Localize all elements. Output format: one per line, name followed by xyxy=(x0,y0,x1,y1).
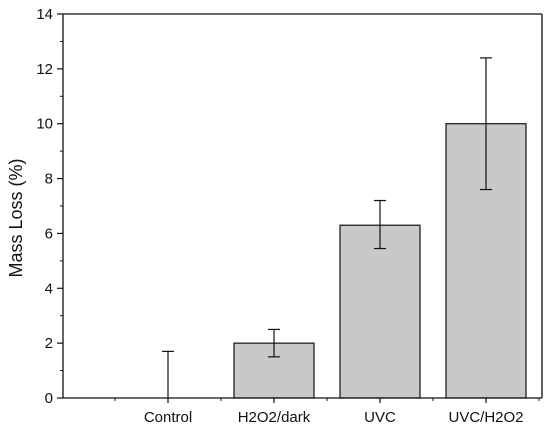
y-tick-label-0: 0 xyxy=(45,390,53,407)
x-tick-label-0: Control xyxy=(144,409,192,426)
x-tick-label-1: H2O2/dark xyxy=(238,409,311,426)
x-tick-label-2: UVC xyxy=(364,409,396,426)
error-bars-group xyxy=(162,57,492,398)
x-tick-label-3: UVC/H2O2 xyxy=(448,409,523,426)
y-axis-title: Mass Loss (%) xyxy=(6,158,26,277)
y-tick-label-2: 4 xyxy=(45,280,53,297)
bar-2 xyxy=(339,224,421,399)
y-tick-label-6: 12 xyxy=(36,61,53,78)
y-tick-label-4: 8 xyxy=(45,171,53,188)
y-tick-label-1: 2 xyxy=(45,335,53,352)
y-tick-label-5: 10 xyxy=(36,116,53,133)
y-ticks-group: 0 2 4 6 8 10 12 14 xyxy=(36,6,63,407)
y-tick-label-3: 6 xyxy=(45,225,53,242)
y-tick-label-7: 14 xyxy=(36,6,53,23)
x-ticks-group: Control H2O2/dark UVC UVC/H2O2 xyxy=(114,398,540,426)
